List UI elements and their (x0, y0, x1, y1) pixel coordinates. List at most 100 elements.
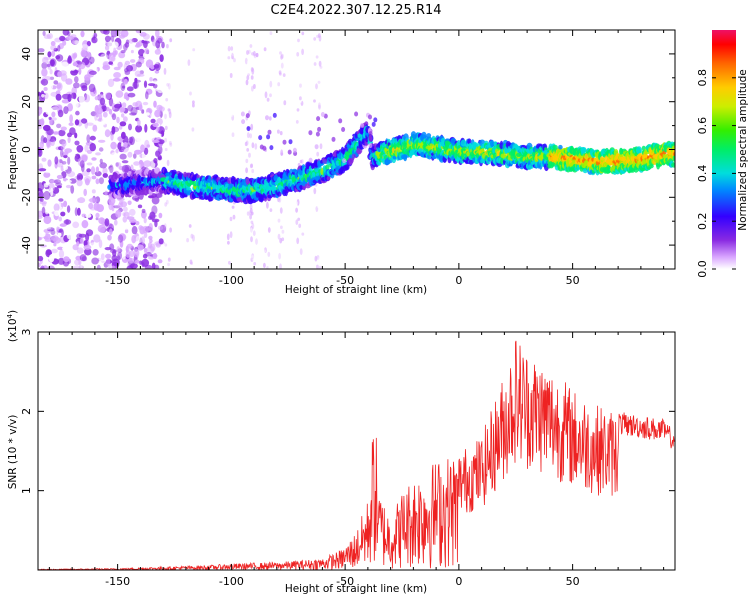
heatmap-cell (148, 242, 152, 249)
heatmap-cell (50, 235, 59, 242)
heatmap-cell (265, 115, 269, 121)
heatmap-cell (163, 67, 167, 75)
heatmap-cell (146, 201, 152, 208)
heatmap-cell (186, 238, 190, 243)
heatmap-cell (123, 116, 128, 122)
heatmap-cell (301, 31, 305, 36)
heatmap-cell (123, 196, 128, 200)
heatmap-cell (89, 56, 95, 64)
heatmap-cell (77, 207, 81, 216)
heatmap-cell (316, 264, 319, 269)
heatmap-cell (52, 131, 60, 135)
heatmap-cell (61, 161, 67, 165)
heatmap-cell (90, 242, 98, 246)
heatmap-cell (168, 83, 171, 90)
heatmap-cell (354, 111, 359, 117)
heatmap-cell (253, 53, 257, 59)
heatmap-cell (316, 202, 320, 208)
heatmap-cell (127, 200, 132, 206)
heatmap-cell (368, 143, 373, 149)
heatmap-cell (140, 144, 145, 153)
heatmap-cell (70, 34, 77, 39)
heatmap-cell (138, 114, 147, 122)
heatmap-cell (166, 83, 170, 87)
heatmap-cell (152, 252, 158, 260)
heatmap-cell (50, 187, 54, 197)
heatmap-cell (280, 225, 283, 230)
heatmap-cell (138, 104, 143, 111)
heatmap-cell (342, 158, 347, 164)
heatmap-cell (44, 148, 51, 155)
heatmap-cell (149, 93, 157, 99)
heatmap-cell (231, 52, 234, 60)
heatmap-cell (74, 132, 78, 139)
heatmap-cell (187, 150, 191, 156)
heatmap-cell (92, 32, 98, 38)
heatmap-cell (188, 224, 192, 228)
heatmap-cell (115, 148, 119, 154)
heatmap-cell (73, 222, 80, 227)
snr-x-label: Height of straight line (km) (285, 583, 427, 595)
heatmap-cell (134, 149, 142, 155)
heatmap-cell (299, 71, 302, 77)
heatmap-cell (124, 228, 129, 234)
heatmap-cell (47, 51, 52, 58)
heatmap-cell (166, 64, 170, 69)
heatmap-cell (111, 102, 116, 111)
heatmap-cell (111, 113, 117, 121)
x-tick-label: 0 (455, 575, 462, 588)
heatmap-cell (122, 85, 125, 89)
heatmap-cell (100, 53, 109, 60)
heatmap-cell (139, 260, 143, 265)
heatmap-cell (295, 120, 299, 124)
heatmap-cell (167, 108, 171, 112)
heatmap-cell (192, 100, 195, 104)
heatmap-cell (76, 263, 83, 269)
heatmap-cell (313, 37, 317, 41)
x-tick-label: -100 (219, 575, 244, 588)
heatmap-cell (301, 232, 305, 236)
heatmap-cell (67, 103, 73, 112)
heatmap-cell (63, 151, 69, 155)
heatmap-cell (60, 144, 66, 151)
heatmap-cell (83, 206, 87, 211)
heatmap-cell (228, 260, 231, 265)
heatmap-cell (232, 214, 236, 220)
heatmap-cell (280, 47, 284, 52)
colorbar-tick-label: 0.6 (696, 117, 709, 135)
heatmap-cell (152, 139, 160, 143)
heatmap-cell (141, 236, 145, 245)
heatmap-cell (169, 38, 173, 43)
heatmap-cell (121, 113, 125, 118)
heatmap-cell (316, 151, 320, 157)
heatmap-cell (246, 211, 250, 216)
heatmap-cell (191, 94, 194, 100)
heatmap-cell (38, 191, 44, 198)
heatmap-cell (48, 83, 54, 90)
heatmap-cell (313, 208, 316, 214)
heatmap-cell (164, 137, 168, 143)
heatmap-cell (246, 126, 251, 132)
heatmap-cell (83, 188, 87, 197)
heatmap-cell (141, 210, 147, 219)
heatmap-cell (46, 33, 53, 40)
heatmap-cell (246, 142, 250, 146)
heatmap-cell (109, 249, 118, 254)
heatmap-cell (51, 248, 58, 254)
heatmap-cell (164, 243, 168, 247)
heatmap-cell (139, 70, 144, 75)
y-tick-label: 1 (20, 487, 33, 494)
heatmap-cell (99, 227, 106, 233)
heatmap-cell (85, 229, 94, 237)
heatmap-cell (421, 131, 427, 139)
heatmap-cell (251, 52, 254, 56)
heatmap-cell (111, 181, 115, 188)
heatmap-cell (83, 244, 92, 250)
heatmap-cell (90, 111, 97, 117)
heatmap-cell (107, 234, 112, 241)
heatmap-cell (120, 30, 129, 38)
heatmap-cell (266, 201, 269, 209)
colorbar-tick-label: 0.0 (696, 260, 709, 278)
